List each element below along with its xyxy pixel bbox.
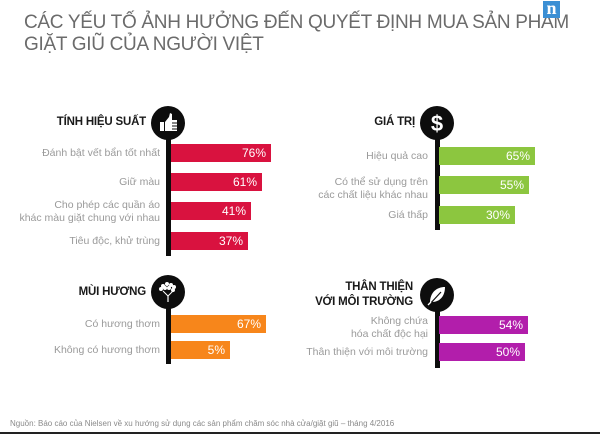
bar-value: 61% <box>232 175 257 189</box>
row-value-3: Giá thấp <box>300 206 428 224</box>
bar-value: 5% <box>207 343 225 357</box>
leaf-icon <box>420 278 454 312</box>
stick-scent <box>166 295 171 364</box>
bar-performance-4: 37% <box>171 232 248 250</box>
row-value-2: Có thể sử dụng trên các chất liệu khác n… <box>300 176 428 202</box>
bar-value: 41% <box>221 204 246 218</box>
bar-value: 55% <box>499 178 524 192</box>
source-note: Nguồn: Báo cáo của Nielsen về xu hướng s… <box>10 419 395 428</box>
bar-value: 54% <box>498 318 523 332</box>
row-label-line-1: Cho phép các quần áo <box>54 199 160 211</box>
dollar-icon: $ <box>420 106 454 140</box>
bar-scent-1: 67% <box>171 315 266 333</box>
bar-value: 76% <box>241 146 266 160</box>
bar-value-3: 30% <box>439 206 515 224</box>
row-scent-2: Không có hương thơm <box>0 341 160 359</box>
flower-bouquet-icon <box>151 275 185 309</box>
row-performance-1: Đánh bật vết bẩn tốt nhất <box>0 144 160 162</box>
row-label: Tiêu độc, khử trùng <box>69 235 160 247</box>
svg-text:$: $ <box>431 111 443 136</box>
row-performance-4: Tiêu độc, khử trùng <box>0 232 160 250</box>
row-performance-3: Cho phép các quần áo khác màu giặt chung… <box>0 199 160 225</box>
row-scent-1: Có hương thơm <box>0 315 160 333</box>
row-environment-1: Không chứa hóa chất độc hại <box>300 315 428 341</box>
bar-value: 65% <box>505 149 530 163</box>
row-label: Giá thấp <box>388 209 428 221</box>
bar-value: 30% <box>485 208 510 222</box>
panel-title-line-2: VỚI MÔI TRƯỜNG <box>315 296 413 308</box>
title-line-1: CÁC YẾU TỐ ẢNH HƯỞNG ĐẾN QUYẾT ĐỊNH MUA … <box>24 12 569 33</box>
row-label-line-1: Có thể sử dụng trên <box>334 176 428 188</box>
panel-title-environment: THÂN THIỆN VỚI MÔI TRƯỜNG <box>300 280 413 310</box>
panel-title-scent: MÙI HƯƠNG <box>78 286 147 298</box>
row-label: Có thể sử dụng trên các chất liệu khác n… <box>318 176 428 202</box>
bar-performance-3: 41% <box>171 202 251 220</box>
row-label: Đánh bật vết bẩn tốt nhất <box>42 147 160 159</box>
row-label-line-2: khác màu giặt chung với nhau <box>19 212 160 224</box>
row-label: Giữ màu <box>119 176 160 188</box>
bar-value-2: 55% <box>439 176 529 194</box>
bar-value: 37% <box>218 234 243 248</box>
panel-title-line-1: THÂN THIỆN <box>345 281 413 293</box>
panel-title-performance: TÍNH HIỆU SUẤT <box>56 116 146 128</box>
row-label: Không có hương thơm <box>53 344 160 356</box>
thumbs-up-icon <box>151 106 185 140</box>
stick-environment <box>435 298 440 368</box>
title-line-2: GIẶT GIŨ CỦA NGƯỜI VIỆT <box>24 34 264 55</box>
row-label: Thân thiện với môi trường <box>306 346 428 358</box>
stick-value <box>435 125 440 230</box>
row-label: Có hương thơm <box>84 318 160 330</box>
bar-performance-1: 76% <box>171 144 271 162</box>
bar-value: 67% <box>236 317 261 331</box>
bar-environment-2: 50% <box>439 343 525 361</box>
bar-scent-2: 5% <box>171 341 230 359</box>
row-environment-2: Thân thiện với môi trường <box>300 343 428 361</box>
bar-environment-1: 54% <box>439 316 528 334</box>
row-label-line-2: các chất liệu khác nhau <box>318 189 428 201</box>
row-label-line-1: Không chứa <box>370 315 428 327</box>
row-value-1: Hiệu quả cao <box>300 147 428 165</box>
row-label-line-2: hóa chất độc hại <box>350 328 428 340</box>
panel-title-value: GIÁ TRỊ <box>374 116 415 128</box>
row-label: Hiệu quả cao <box>366 150 428 162</box>
bar-value-1: 65% <box>439 147 535 165</box>
page-title: CÁC YẾU TỐ ẢNH HƯỞNG ĐẾN QUYẾT ĐỊNH MUA … <box>24 12 569 56</box>
row-label: Không chứa hóa chất độc hại <box>351 315 428 341</box>
bar-value: 50% <box>495 345 520 359</box>
bar-performance-2: 61% <box>171 173 262 191</box>
nielsen-logo: n <box>543 0 560 18</box>
stick-performance <box>166 125 171 256</box>
row-label: Cho phép các quần áo khác màu giặt chung… <box>19 199 160 225</box>
bottom-rule <box>0 432 600 434</box>
row-performance-2: Giữ màu <box>0 173 160 191</box>
